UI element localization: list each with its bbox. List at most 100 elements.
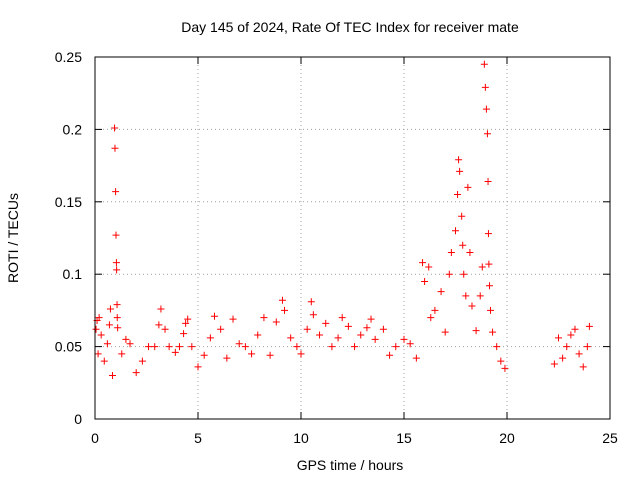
data-point xyxy=(103,340,111,348)
data-point xyxy=(200,351,208,359)
data-point xyxy=(112,259,120,267)
y-tick-label: 0 xyxy=(74,411,82,427)
data-point xyxy=(412,354,420,362)
data-point xyxy=(322,319,330,327)
data-point xyxy=(421,277,429,285)
data-point xyxy=(455,156,463,164)
data-point xyxy=(462,292,470,300)
data-point xyxy=(478,263,486,271)
data-point xyxy=(184,315,192,323)
data-point xyxy=(217,325,225,333)
data-point xyxy=(118,350,126,358)
data-point xyxy=(468,302,476,310)
data-point xyxy=(316,331,324,339)
data-point xyxy=(427,314,435,322)
x-tick-label: 25 xyxy=(602,430,618,446)
data-point xyxy=(281,306,289,314)
data-point xyxy=(482,105,490,113)
data-point xyxy=(97,331,105,339)
x-axis-label: GPS time / hours xyxy=(297,457,404,473)
data-point xyxy=(105,321,113,329)
data-point xyxy=(254,331,262,339)
data-point xyxy=(489,328,497,336)
data-point xyxy=(485,260,493,268)
data-point xyxy=(111,144,119,152)
data-point xyxy=(266,351,274,359)
data-point xyxy=(309,311,317,319)
data-point xyxy=(206,334,214,342)
data-point xyxy=(111,124,119,132)
data-point xyxy=(278,296,286,304)
data-point xyxy=(344,322,352,330)
data-point xyxy=(456,167,464,175)
y-tick-label: 0.2 xyxy=(63,121,83,137)
data-point xyxy=(485,282,493,290)
y-tick-label: 0.1 xyxy=(63,266,83,282)
data-point xyxy=(464,183,472,191)
data-point xyxy=(454,191,462,199)
chart-title: Day 145 of 2024, Rate Of TEC Index for r… xyxy=(181,19,519,35)
data-point xyxy=(328,343,336,351)
plot-frame xyxy=(94,56,611,420)
data-point xyxy=(182,319,190,327)
x-tick-label: 0 xyxy=(91,430,99,446)
data-point xyxy=(583,343,591,351)
data-point xyxy=(113,266,121,274)
data-point xyxy=(460,270,468,278)
data-point xyxy=(493,343,501,351)
y-axis-label: ROTI / TECUs xyxy=(5,193,21,283)
data-point xyxy=(122,335,130,343)
data-point xyxy=(307,298,315,306)
data-point xyxy=(351,343,359,351)
data-point xyxy=(180,330,188,338)
data-point xyxy=(563,343,571,351)
data-point xyxy=(476,292,484,300)
data-point xyxy=(466,248,474,256)
data-point xyxy=(287,334,295,342)
data-point xyxy=(437,288,445,296)
data-point xyxy=(484,230,492,238)
data-point xyxy=(392,343,400,351)
data-point xyxy=(441,328,449,336)
data-point xyxy=(155,321,163,329)
data-point xyxy=(338,314,346,322)
data-point xyxy=(132,369,140,377)
data-point xyxy=(575,350,583,358)
data-point xyxy=(95,314,103,322)
data-point xyxy=(501,364,509,372)
data-point xyxy=(371,335,379,343)
data-point xyxy=(458,212,466,220)
data-point xyxy=(406,340,414,348)
data-point xyxy=(114,324,122,332)
data-point xyxy=(459,241,467,249)
data-point xyxy=(138,357,146,365)
data-point xyxy=(248,350,256,358)
data-point xyxy=(303,325,311,333)
data-point xyxy=(235,340,243,348)
data-point xyxy=(188,343,196,351)
data-point xyxy=(194,363,202,371)
data-point xyxy=(487,306,495,314)
data-point xyxy=(272,318,280,326)
data-point xyxy=(94,350,102,358)
x-tick-label: 15 xyxy=(396,430,412,446)
x-tick-label: 5 xyxy=(194,430,202,446)
data-point xyxy=(425,263,433,271)
data-point xyxy=(100,357,108,365)
data-point xyxy=(367,315,375,323)
grid xyxy=(95,57,610,419)
data-point xyxy=(151,343,159,351)
data-point xyxy=(171,348,179,356)
data-point xyxy=(452,227,459,235)
data-point xyxy=(260,314,268,322)
y-tick-label: 0.25 xyxy=(55,49,82,65)
data-point xyxy=(223,354,231,362)
data-point xyxy=(386,351,394,359)
data-point xyxy=(445,270,453,278)
data-point xyxy=(363,324,371,332)
data-point xyxy=(157,305,165,313)
data-point xyxy=(555,334,562,342)
axis-ticks: 0 5 10 15 20 25 0 0.05 0.1 0.15 0.2 0.25 xyxy=(55,49,618,446)
data-point xyxy=(431,306,439,314)
